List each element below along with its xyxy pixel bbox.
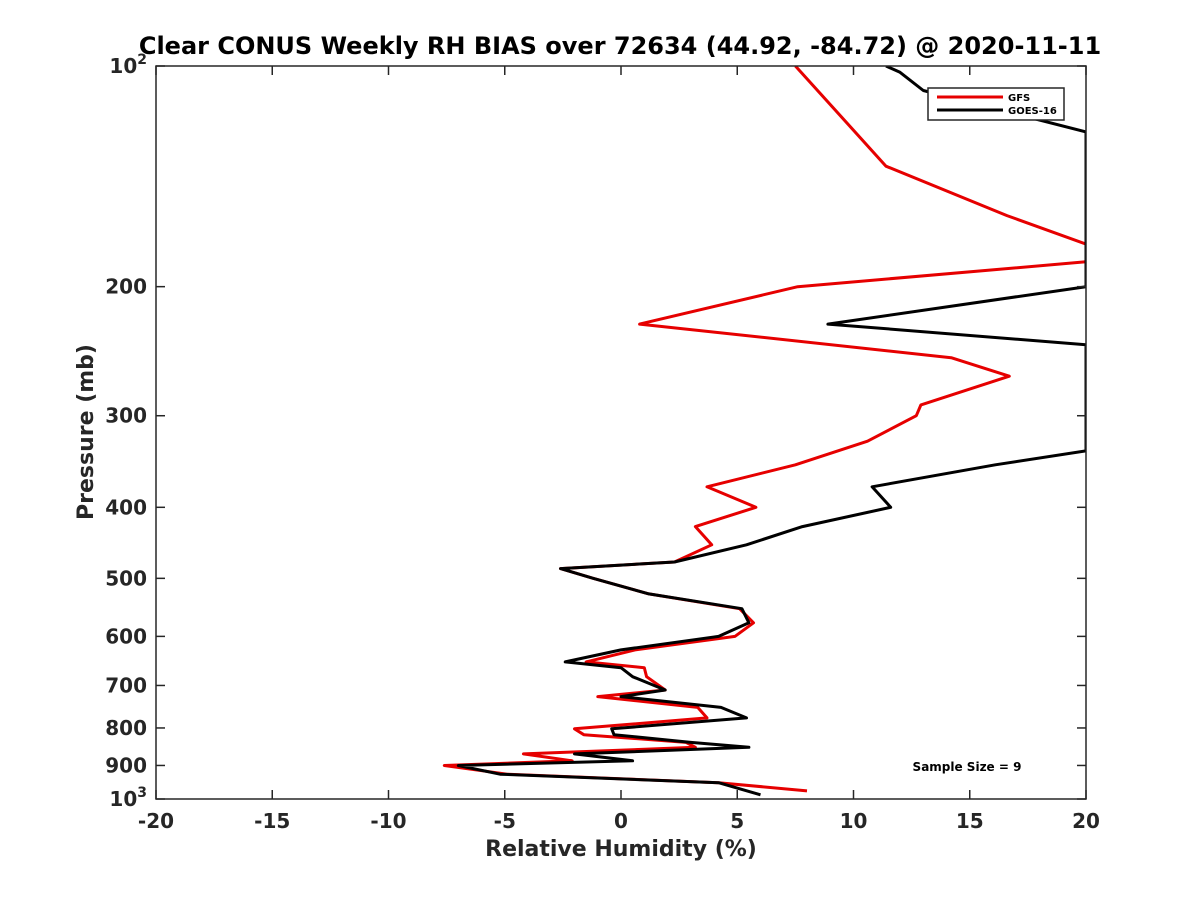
x-axis-label: Relative Humidity (%) [485,837,757,862]
y-tick-label: 800 [105,716,147,740]
x-tick-label: -10 [370,809,406,833]
x-tick-label: -20 [138,809,174,833]
plot-lines [442,66,1086,797]
y-tick-label: 300 [105,404,147,428]
x-tick-label: -15 [254,809,290,833]
y-axis-label: Pressure (mb) [74,344,99,520]
x-tick-label: 10 [840,809,868,833]
x-tick-label: 5 [730,809,744,833]
y-tick-label: 500 [105,566,147,590]
chart-title: Clear CONUS Weekly RH BIAS over 72634 (4… [139,32,1101,60]
sample-size-annotation: Sample Size = 9 [913,760,1022,774]
y-tick-label: 700 [105,673,147,697]
legend-label-goes-16: GOES-16 [1008,106,1057,117]
x-tick-label: -5 [494,809,516,833]
x-axis: -20 -15 -10 -5 0 5 10 15 20 [138,66,1100,833]
plot-frame [155,65,1087,800]
y-tick-label: 103 [109,785,147,811]
y-axis: 102 200 300 400 500 600 700 800 900 103 [105,52,1086,811]
x-tick-label: 20 [1072,809,1100,833]
legend: GFS GOES-16 [927,87,1065,121]
y-tick-label: 102 [109,52,147,78]
y-tick-label: 600 [105,624,147,648]
series-line-gfs [442,66,1086,793]
y-tick-label: 900 [105,753,147,777]
y-tick-label: 400 [105,495,147,519]
series-line-goes-16 [456,66,1086,797]
legend-label-gfs: GFS [1008,93,1030,104]
x-tick-label: 0 [614,809,628,833]
x-tick-label: 15 [956,809,984,833]
y-tick-label: 200 [105,275,147,299]
legend-box [927,87,1065,121]
